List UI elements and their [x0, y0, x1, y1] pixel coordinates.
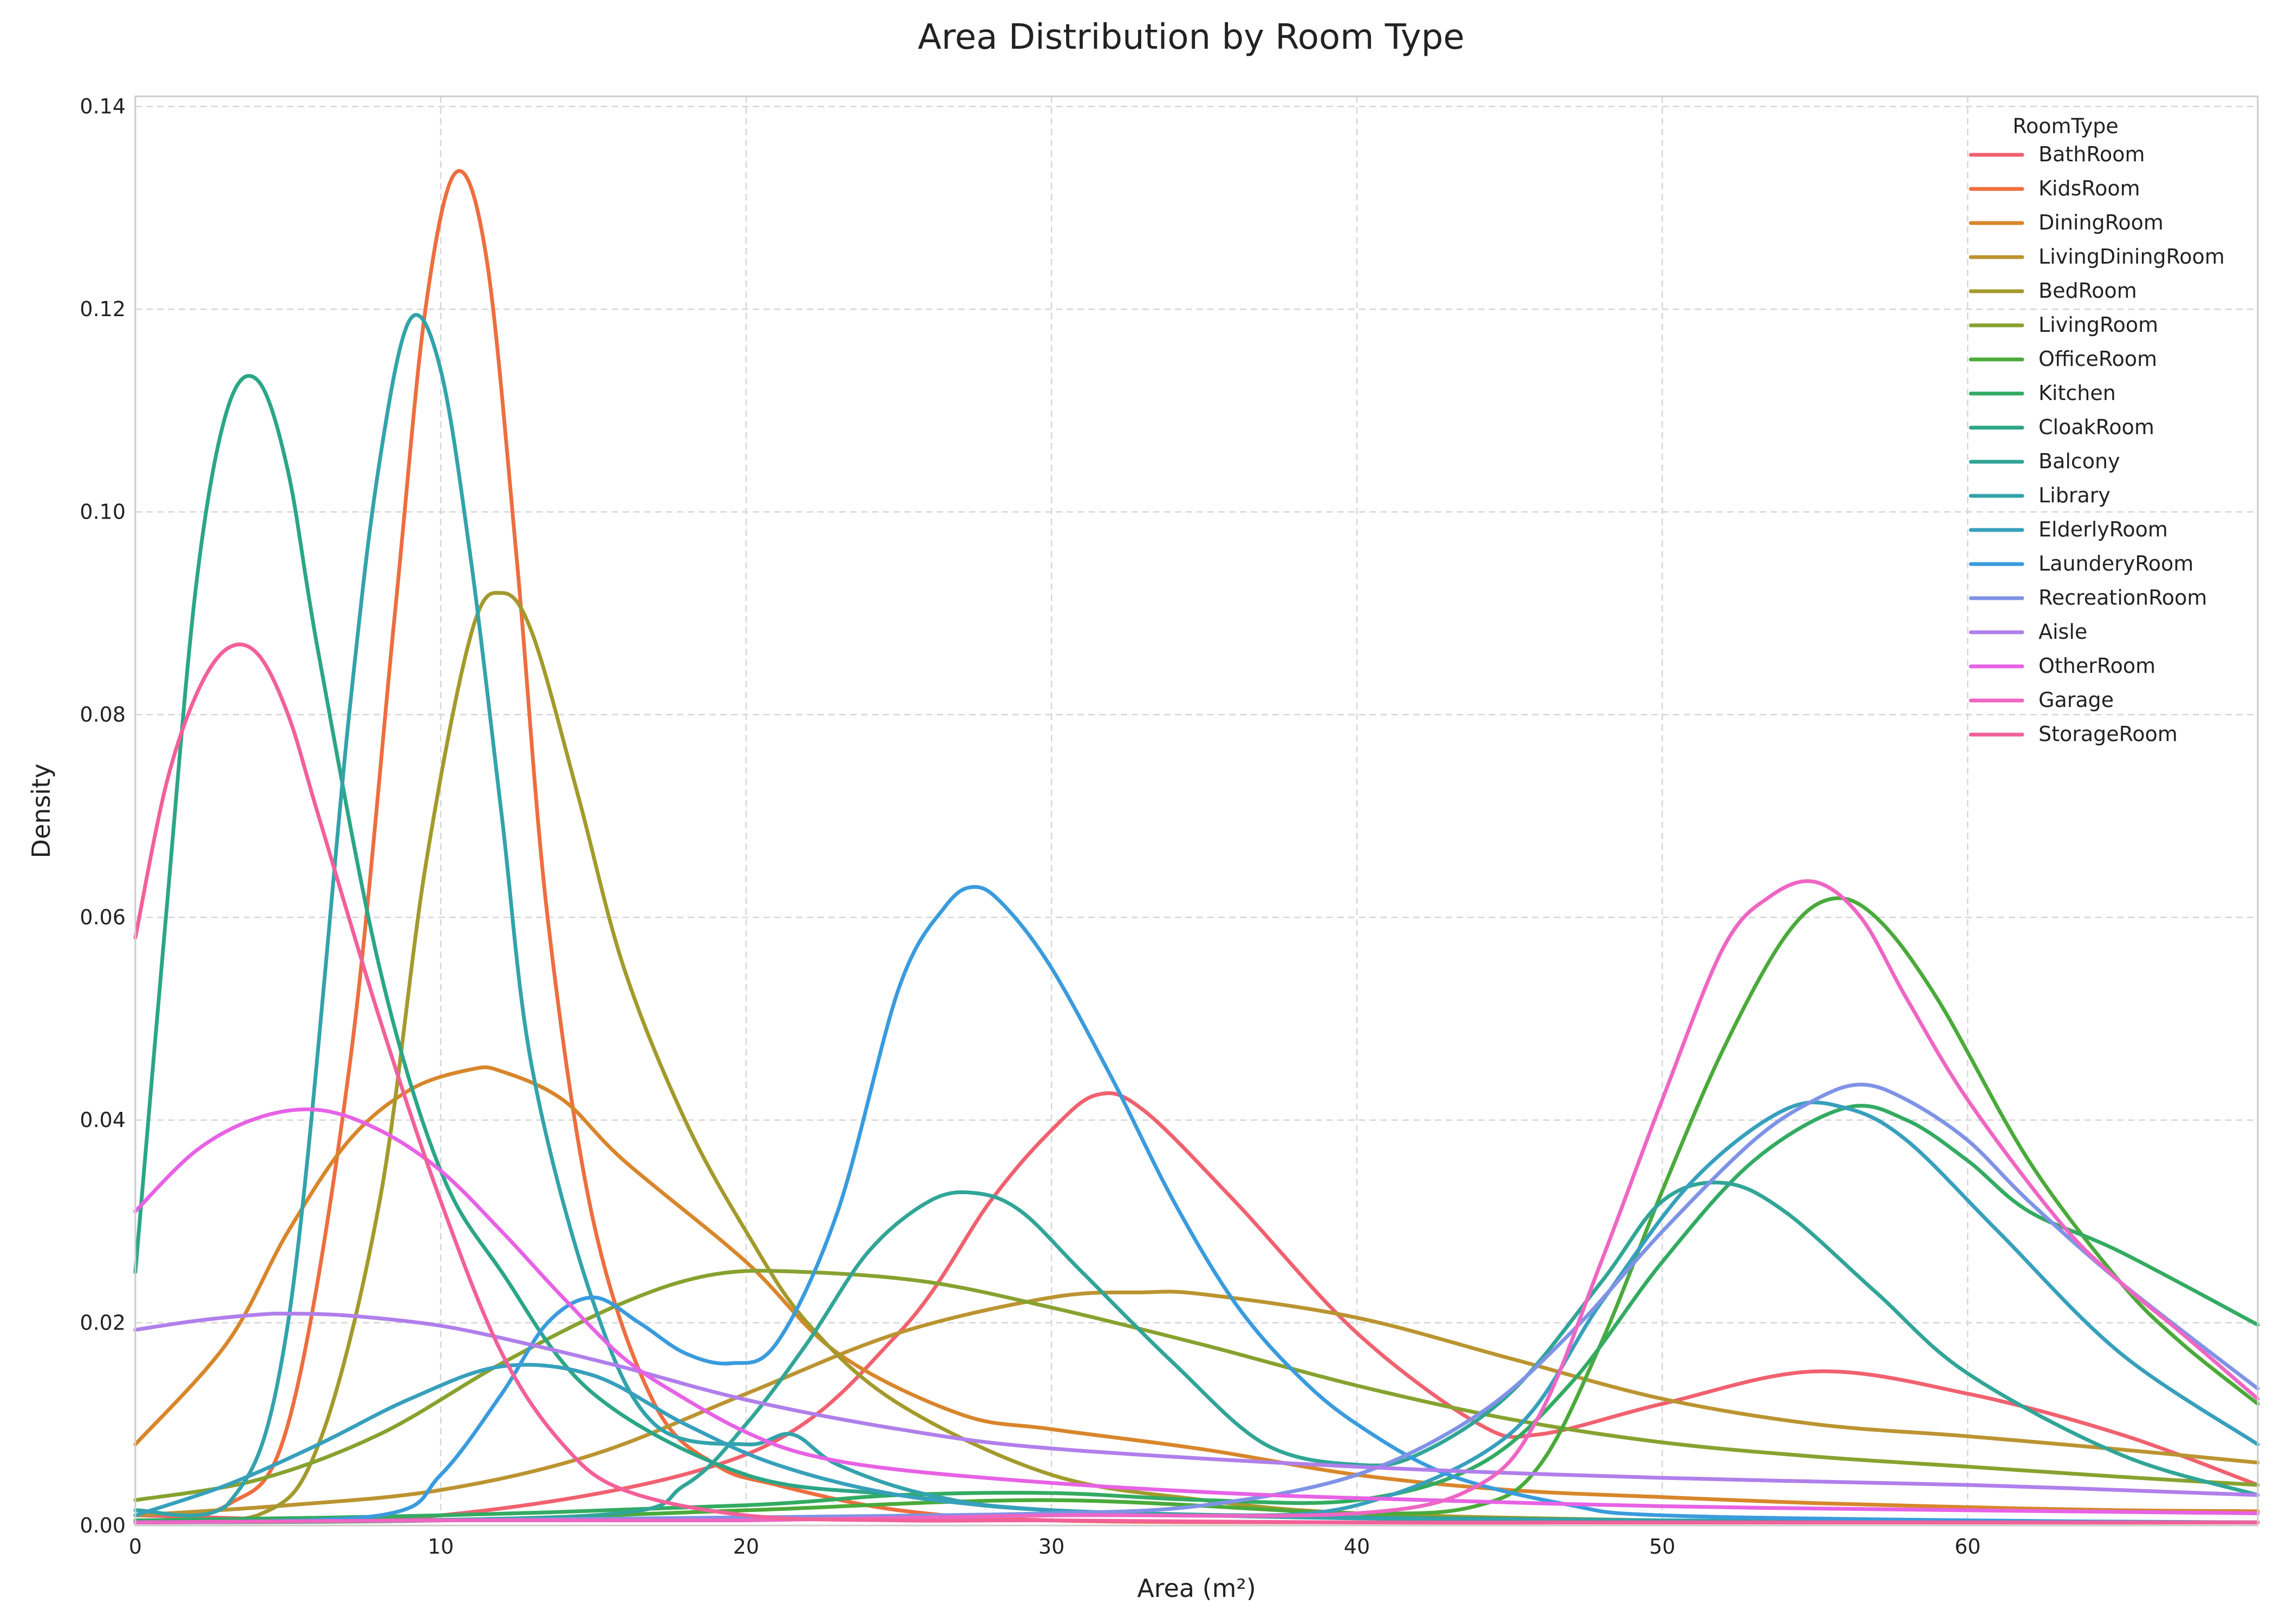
- y-tick-label: 0.00: [80, 1514, 126, 1537]
- y-tick-label: 0.10: [80, 500, 126, 524]
- x-tick-label: 50: [1649, 1535, 1675, 1558]
- x-axis-ticks: 0 10 20 30 40 50 60: [129, 1535, 1981, 1558]
- series-line-bathroom: [133, 1091, 2260, 1522]
- legend-entry-label: ElderlyRoom: [2038, 518, 2168, 541]
- y-tick-label: 0.04: [80, 1108, 126, 1132]
- series-line-balcony: [133, 1180, 2260, 1524]
- legend-entry-label: KidsRoom: [2038, 176, 2140, 200]
- series-line-aisle: [133, 1312, 2260, 1497]
- grid: [134, 96, 2258, 1527]
- legend: RoomType BathRoom KidsRoom DiningRoom Livin…: [1969, 114, 2225, 746]
- series-line-otherroom: [133, 1107, 2260, 1515]
- legend-entry-label: Kitchen: [2038, 381, 2116, 405]
- x-tick-label: 30: [1038, 1535, 1064, 1558]
- legend-title: RoomType: [2012, 114, 2119, 138]
- series-lines: [133, 169, 2260, 1525]
- x-tick-label: 40: [1344, 1535, 1370, 1558]
- y-axis-label: Density: [27, 764, 56, 859]
- legend-entry-label: CloakRoom: [2038, 415, 2154, 439]
- legend-entry-label: BedRoom: [2038, 279, 2137, 303]
- legend-entry-label: Garage: [2038, 688, 2114, 712]
- x-axis-label: Area (m²): [1137, 1574, 1256, 1603]
- series-line-library: [133, 313, 2260, 1524]
- series-line-storageroom: [133, 642, 2260, 1525]
- y-tick-label: 0.02: [80, 1311, 126, 1335]
- series-line-livingdiningroom: [133, 1289, 2260, 1517]
- legend-entry-label: Aisle: [2038, 620, 2087, 644]
- chart-title: Area Distribution by Room Type: [918, 17, 1465, 57]
- legend-entry-label: LivingRoom: [2038, 313, 2158, 337]
- y-axis-ticks: 0.00 0.02 0.04 0.06 0.08 0.10 0.12 0.14: [80, 95, 126, 1537]
- x-tick-label: 0: [129, 1535, 142, 1558]
- x-tick-label: 60: [1955, 1535, 1981, 1558]
- series-line-officeroom: [133, 896, 2260, 1524]
- y-tick-label: 0.06: [80, 906, 126, 929]
- series-line-launderyroom: [133, 885, 2260, 1524]
- y-tick-label: 0.12: [80, 297, 126, 321]
- legend-entry-label: Library: [2038, 483, 2110, 507]
- legend-entry-label: OfficeRoom: [2038, 347, 2157, 371]
- series-line-elderlyroom: [133, 1100, 2260, 1518]
- series-line-kidsroom: [133, 169, 2260, 1525]
- legend-entry-label: RecreationRoom: [2038, 586, 2207, 610]
- legend-entry-label: BathRoom: [2038, 142, 2145, 166]
- legend-entry-label: Balcony: [2038, 449, 2120, 473]
- x-tick-label: 10: [428, 1535, 454, 1558]
- legend-entry-label: DiningRoom: [2038, 211, 2164, 234]
- series-line-diningroom: [133, 1065, 2260, 1514]
- legend-entry-label: OtherRoom: [2038, 654, 2155, 678]
- legend-entry-label: StorageRoom: [2038, 722, 2178, 746]
- x-tick-label: 20: [733, 1535, 759, 1558]
- series-line-recreationroom: [133, 1083, 2260, 1524]
- legend-entry-label: LivingDiningRoom: [2038, 245, 2225, 269]
- y-tick-label: 0.08: [80, 703, 126, 726]
- legend-entry-label: LaunderyRoom: [2038, 552, 2193, 575]
- series-line-kitchen: [133, 1104, 2260, 1523]
- series-line-livingroom: [133, 1268, 2260, 1502]
- y-tick-label: 0.14: [80, 95, 126, 119]
- plot-frame: [134, 95, 2259, 1527]
